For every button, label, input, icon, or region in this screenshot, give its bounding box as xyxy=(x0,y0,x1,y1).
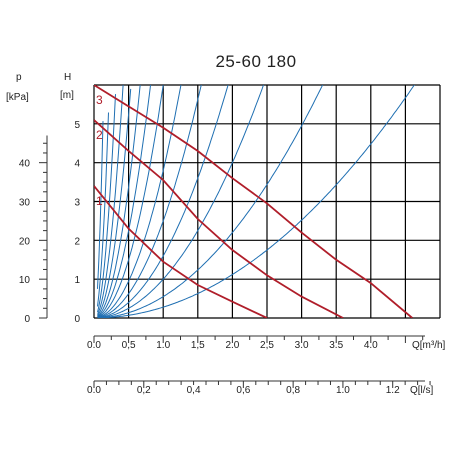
system-curve xyxy=(97,88,132,317)
grid xyxy=(93,84,441,319)
flow-ls-tick-label: 0,6 xyxy=(236,385,250,396)
flow-m3h-tick-label: 1,5 xyxy=(191,340,205,351)
flow-m3h-tick-label: 0.0 xyxy=(87,340,101,351)
head-tick-label: 2 xyxy=(74,236,80,247)
flow-ls-tick-label: 1.2 xyxy=(386,385,400,396)
system-curve xyxy=(97,85,152,318)
system-curves xyxy=(97,85,415,318)
system-curve xyxy=(97,112,109,307)
flow-ls-axis-label: Q[l/s] xyxy=(410,385,434,396)
pressure-axis-unit: [kPa] xyxy=(6,92,29,103)
pump-curve-label-3: 3 xyxy=(96,93,103,107)
system-curve xyxy=(97,85,324,318)
head-tick-label: 1 xyxy=(74,275,80,286)
flow-ls-tick-label: 0,2 xyxy=(137,385,151,396)
flow-ls-tick-label: 0,8 xyxy=(286,385,300,396)
flow-m3h-tick-label: 1.0 xyxy=(156,340,170,351)
flow-ls-tick-label: 0,4 xyxy=(187,385,201,396)
system-curve xyxy=(97,94,116,313)
pressure-tick-label: 0 xyxy=(24,314,30,325)
pressure-tick-label: 30 xyxy=(19,198,31,209)
flow-m3h-tick-label: 2,5 xyxy=(260,340,274,351)
pump-curve-label-2: 2 xyxy=(96,128,103,142)
head-tick-label: 3 xyxy=(74,198,80,209)
pump-curve-1 xyxy=(94,185,268,318)
pump-curve-label-1: 1 xyxy=(96,194,103,208)
system-curve xyxy=(97,121,104,289)
flow-ls-axis: Q[l/s] 0.0 0,2 0,4 0,6 0,8 1.0 1.2 xyxy=(87,380,434,396)
system-curve xyxy=(97,85,141,318)
head-tick-label: 4 xyxy=(74,159,80,170)
flow-m3h-tick-label: 3.0 xyxy=(295,340,309,351)
head-axis-unit: [m] xyxy=(60,90,74,101)
pressure-axis: p [kPa] 0 10 20 30 40 xyxy=(6,72,48,325)
head-tick-label: 5 xyxy=(74,120,80,131)
flow-m3h-tick-label: 3.5 xyxy=(329,340,343,351)
pump-curve-3 xyxy=(94,85,413,318)
system-curve xyxy=(97,85,202,318)
flow-ls-tick-label: 1.0 xyxy=(336,385,350,396)
pump-curve-2 xyxy=(94,119,344,318)
flow-m3h-tick-label: 0,5 xyxy=(122,340,136,351)
chart-title: 25-60 180 xyxy=(215,52,296,71)
head-tick-label: 0 xyxy=(74,314,80,325)
pressure-tick-label: 20 xyxy=(19,236,31,247)
system-curve xyxy=(97,85,415,318)
system-curve xyxy=(97,85,264,318)
flow-ls-tick-label: 0.0 xyxy=(87,385,101,396)
head-axis: H [m] 0 1 2 3 4 5 xyxy=(60,72,80,325)
flow-m3h-tick-label: 4.0 xyxy=(364,340,378,351)
system-curve xyxy=(97,85,164,318)
flow-m3h-axis: Q[m³/h] 0.0 0,5 1.0 1,5 2.0 2,5 3.0 3.5 4.0 xyxy=(87,335,446,351)
flow-m3h-axis-label: Q[m³/h] xyxy=(412,340,446,351)
flow-m3h-tick-label: 2.0 xyxy=(225,340,239,351)
pressure-axis-symbol: p xyxy=(16,72,22,83)
pump-curves xyxy=(94,85,413,318)
pressure-tick-label: 40 xyxy=(19,159,31,170)
head-axis-symbol: H xyxy=(64,72,71,83)
system-curve xyxy=(97,85,124,315)
system-curve xyxy=(97,85,182,318)
system-curve xyxy=(97,85,229,318)
pump-curve-labels: 1 2 3 xyxy=(96,93,103,208)
pressure-tick-label: 10 xyxy=(19,275,31,286)
